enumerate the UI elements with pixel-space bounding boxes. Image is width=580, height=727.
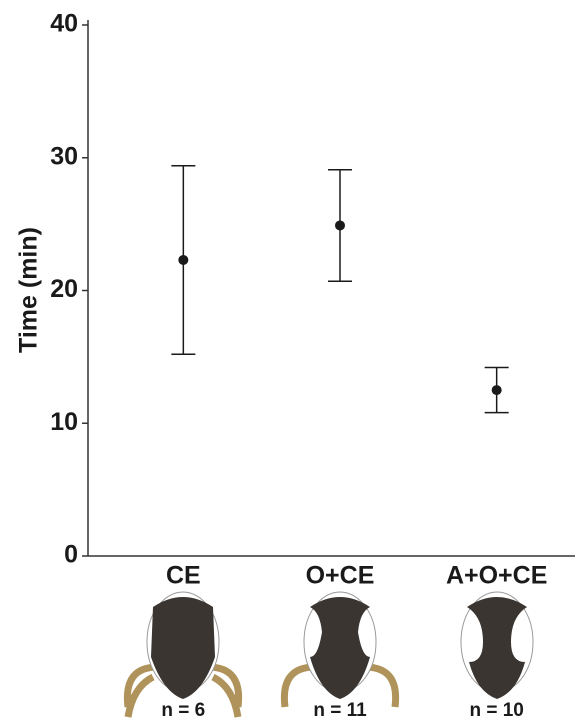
head-icons: [123, 591, 534, 718]
head-icon: [280, 591, 400, 708]
x-tick-label: O+CE: [306, 562, 375, 590]
y-tick-label: 10: [50, 408, 78, 436]
x-tick-label: A+O+CE: [446, 562, 547, 590]
sample-label: n = 6: [161, 700, 205, 721]
head-icon: [123, 591, 243, 718]
y-tick-label: 30: [50, 142, 78, 170]
x-tick-label: CE: [166, 562, 201, 590]
y-tick-label: 20: [50, 275, 78, 303]
point: [491, 385, 502, 396]
y-tick-label: 0: [64, 541, 78, 569]
point: [335, 220, 345, 231]
point: [178, 254, 189, 265]
y-tick-label: 40: [50, 10, 78, 38]
head-icon: [460, 591, 534, 699]
sample-label: n = 10: [469, 700, 523, 721]
y-axis-label: Time (min): [15, 227, 43, 353]
sample-label: n = 11: [313, 700, 367, 721]
